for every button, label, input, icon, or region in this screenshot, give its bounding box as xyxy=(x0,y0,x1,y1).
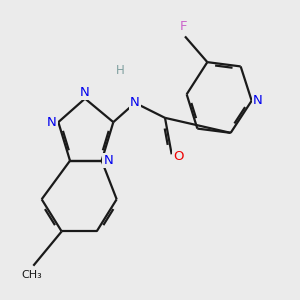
Text: N: N xyxy=(47,116,56,129)
Text: N: N xyxy=(103,154,113,167)
Text: H: H xyxy=(116,64,124,77)
Text: O: O xyxy=(173,150,184,163)
Text: N: N xyxy=(130,96,140,110)
Text: N: N xyxy=(80,85,90,99)
Text: F: F xyxy=(180,20,187,34)
Text: N: N xyxy=(253,94,262,107)
Text: CH₃: CH₃ xyxy=(21,270,42,280)
